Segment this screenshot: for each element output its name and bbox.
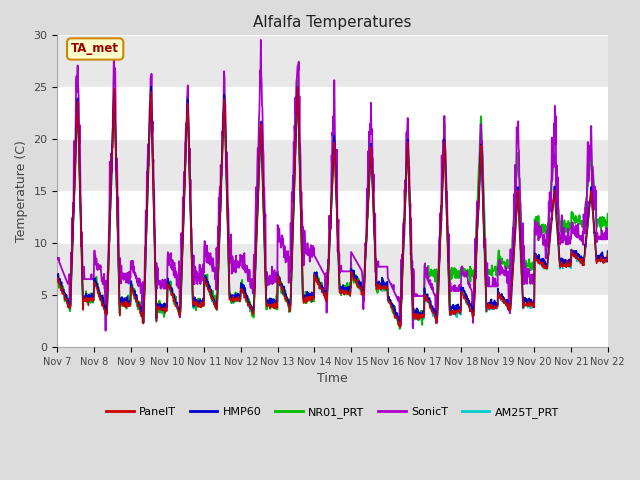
Bar: [58, 243, 608, 295]
Bar: [58, 295, 608, 347]
Y-axis label: Temperature (C): Temperature (C): [15, 140, 28, 242]
Bar: [58, 36, 608, 87]
Bar: [58, 191, 608, 243]
Text: TA_met: TA_met: [71, 42, 119, 56]
Title: Alfalfa Temperatures: Alfalfa Temperatures: [253, 15, 412, 30]
Bar: [58, 87, 608, 139]
X-axis label: Time: Time: [317, 372, 348, 385]
Legend: PanelT, HMP60, NR01_PRT, SonicT, AM25T_PRT: PanelT, HMP60, NR01_PRT, SonicT, AM25T_P…: [102, 402, 564, 422]
Bar: [58, 139, 608, 191]
